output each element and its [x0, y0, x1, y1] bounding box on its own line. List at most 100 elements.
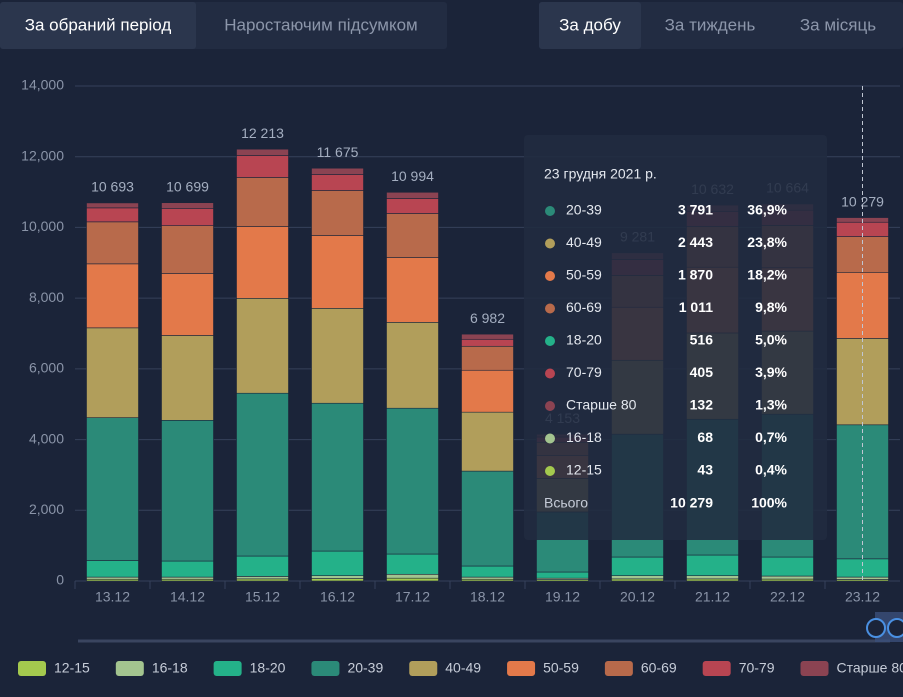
- legend-swatch: [702, 661, 731, 676]
- bar-segment: [686, 575, 739, 580]
- x-tick-label: 17.12: [395, 589, 430, 605]
- legend-swatch: [115, 661, 144, 676]
- bar-segment: [611, 556, 664, 576]
- legend-label: 12-15: [54, 660, 90, 676]
- bar-segment: [236, 155, 289, 178]
- tooltip-percent: 5,0%: [755, 332, 787, 348]
- tooltip-value: 43: [697, 462, 713, 478]
- tooltip-marker: [545, 238, 555, 249]
- tooltip-percent: 0,7%: [755, 429, 787, 445]
- tab[interactable]: Наростаючим підсумком: [224, 15, 418, 34]
- bar-segment: [311, 235, 364, 309]
- bar-segment: [686, 578, 739, 582]
- bar-segment: [161, 420, 214, 562]
- tooltip-percent: 3,9%: [755, 364, 787, 380]
- legend-label: 40-49: [445, 660, 481, 676]
- bar-segment: [386, 191, 439, 199]
- tooltip-value: 1 870: [678, 267, 713, 283]
- bar-segment: [311, 578, 364, 582]
- bar-segment: [236, 392, 289, 557]
- bar-segment: [386, 553, 439, 575]
- tooltip-value: 405: [690, 364, 714, 380]
- x-tick-label: 18.12: [470, 589, 505, 605]
- bar-segment: [311, 308, 364, 404]
- tooltip-name: 12-15: [566, 462, 602, 478]
- bar-total-label: 10 699: [166, 178, 209, 194]
- bar-segment: [161, 208, 214, 226]
- bar-segment: [86, 560, 139, 578]
- tooltip-name: 18-20: [566, 332, 602, 348]
- legend-swatch: [213, 661, 242, 676]
- legend-label: Старше 80: [837, 660, 903, 676]
- legend-swatch: [604, 661, 633, 676]
- bar-segment: [161, 335, 214, 421]
- bar-segment: [386, 322, 439, 409]
- tooltip-value: 516: [690, 332, 714, 348]
- bar-segment: [461, 576, 514, 580]
- bar-segment: [161, 560, 214, 578]
- bar-segment: [461, 345, 514, 371]
- tooltip-marker: [545, 271, 555, 281]
- legend-swatch: [311, 661, 340, 676]
- tooltip-marker: [545, 336, 555, 346]
- x-tick-label: 15.12: [245, 589, 280, 605]
- legend-label: 60-69: [641, 660, 677, 676]
- tooltip: [524, 135, 827, 540]
- bar-segment: [236, 576, 289, 580]
- navigator-handle[interactable]: [887, 618, 903, 638]
- y-tick-label: 6,000: [29, 360, 64, 376]
- x-tick-label: 22.12: [770, 589, 805, 605]
- x-tick-label: 16.12: [320, 589, 355, 605]
- legend-label: 20-39: [347, 660, 383, 676]
- x-tick-label: 20.12: [620, 589, 655, 605]
- y-tick-label: 8,000: [29, 289, 64, 305]
- x-tick-label: 21.12: [695, 589, 730, 605]
- bar-total-label: 10 693: [91, 179, 134, 195]
- bar-segment: [386, 257, 439, 323]
- bar-segment: [311, 190, 364, 236]
- tooltip-percent: 1,3%: [755, 397, 787, 413]
- bar-segment: [461, 411, 514, 472]
- tooltip-marker: [545, 433, 555, 444]
- bar-segment: [761, 575, 814, 580]
- bar-segment: [236, 177, 289, 227]
- tooltip-value: 132: [690, 397, 714, 413]
- tab[interactable]: За тиждень: [665, 15, 756, 34]
- bar-segment: [86, 263, 139, 329]
- tab-active[interactable]: [0, 2, 196, 49]
- bar-segment: [386, 407, 439, 555]
- bar-segment: [461, 470, 514, 567]
- bar-segment: [311, 174, 364, 191]
- tooltip-name: 40-49: [566, 234, 602, 250]
- bar-segment: [836, 558, 889, 578]
- tooltip-percent: 36,9%: [747, 202, 787, 218]
- tab-active[interactable]: [539, 2, 641, 49]
- tooltip-percent: 18,2%: [747, 267, 787, 283]
- bar-segment: [86, 327, 139, 418]
- bar-segment: [386, 213, 439, 258]
- bar-segment: [311, 167, 364, 175]
- tab[interactable]: За добу: [559, 15, 621, 34]
- legend-swatch: [507, 661, 536, 676]
- tab[interactable]: За місяць: [800, 15, 876, 34]
- tab[interactable]: За обраний період: [25, 15, 172, 34]
- y-tick-label: 4,000: [29, 430, 64, 446]
- y-tick-label: 12,000: [21, 147, 64, 163]
- bar-segment: [461, 565, 514, 578]
- bar-segment: [386, 577, 439, 582]
- tooltip-name: 70-79: [566, 364, 602, 380]
- bar-segment: [236, 148, 289, 156]
- bar-segment: [386, 198, 439, 214]
- tooltip-title: 23 грудня 2021 р.: [544, 166, 657, 182]
- bar-segment: [311, 550, 364, 576]
- navigator-handle[interactable]: [866, 618, 886, 638]
- bar-segment: [86, 202, 139, 209]
- tooltip-marker: [545, 206, 555, 216]
- x-tick-label: 19.12: [545, 589, 580, 605]
- bar-segment: [161, 225, 214, 274]
- tooltip-value: 68: [697, 429, 713, 445]
- tooltip-marker: [545, 466, 555, 476]
- bar-segment: [236, 298, 289, 394]
- bar-segment: [311, 575, 364, 579]
